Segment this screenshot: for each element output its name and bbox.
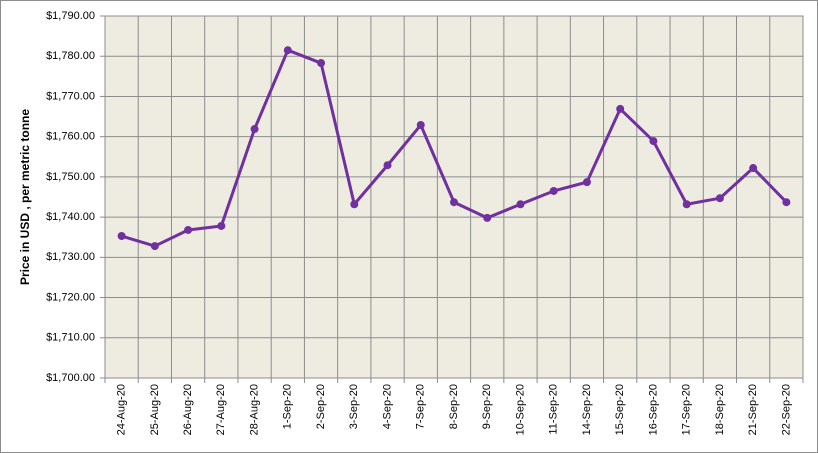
x-tick-label: 9-Sep-20 <box>481 384 493 429</box>
marker <box>117 232 126 241</box>
x-tick-label: 24-Aug-20 <box>116 384 128 435</box>
x-tick-label: 1-Sep-20 <box>282 384 294 429</box>
x-tick-label: 17-Sep-20 <box>681 384 693 435</box>
marker <box>616 104 625 113</box>
marker <box>782 198 791 207</box>
y-tick-label: $1,740.00 <box>46 211 95 223</box>
x-tick-label: 16-Sep-20 <box>647 384 659 435</box>
x-tick-label: 26-Aug-20 <box>182 384 194 435</box>
marker <box>383 161 392 170</box>
marker <box>682 200 691 209</box>
marker <box>184 225 193 234</box>
x-tick-label: 15-Sep-20 <box>614 384 626 435</box>
marker <box>250 125 259 134</box>
x-tick-label: 25-Aug-20 <box>149 384 161 435</box>
marker <box>416 121 425 130</box>
marker <box>450 198 458 207</box>
marker <box>715 194 724 203</box>
x-tick-label: 7-Sep-20 <box>415 384 427 429</box>
y-tick-label: $1,780.00 <box>46 50 95 62</box>
plot-area <box>104 15 804 379</box>
y-tick-label: $1,770.00 <box>46 90 95 102</box>
x-tick-label: 10-Sep-20 <box>514 384 526 435</box>
x-tick-label: 11-Sep-20 <box>548 384 560 435</box>
marker <box>649 137 658 146</box>
x-tick-label: 27-Aug-20 <box>215 384 227 435</box>
y-tick-label: $1,750.00 <box>46 171 95 183</box>
marker <box>217 221 226 230</box>
y-tick-label: $1,790.00 <box>46 10 95 22</box>
marker <box>350 200 359 209</box>
x-tick-label: 8-Sep-20 <box>448 384 460 429</box>
x-tick-label: 21-Sep-20 <box>747 384 759 435</box>
marker <box>516 200 525 209</box>
marker <box>483 213 492 222</box>
marker <box>317 59 326 68</box>
x-tick-label: 2-Sep-20 <box>315 384 327 429</box>
y-axis-label: Price in USD , per metric tonne <box>18 109 32 285</box>
x-tick-label: 14-Sep-20 <box>581 384 593 435</box>
x-tick-label: 28-Aug-20 <box>248 384 260 435</box>
x-tick-label: 4-Sep-20 <box>381 384 393 429</box>
y-tick-label: $1,700.00 <box>46 372 95 384</box>
x-tick-label: 22-Sep-20 <box>780 384 792 435</box>
marker <box>283 46 292 55</box>
marker <box>549 186 558 195</box>
y-tick-label: $1,710.00 <box>46 332 95 344</box>
x-tick-label: 18-Sep-20 <box>714 384 726 435</box>
marker <box>749 164 758 173</box>
x-tick-label: 3-Sep-20 <box>348 384 360 429</box>
marker <box>582 178 591 187</box>
y-tick-label: $1,730.00 <box>46 251 95 263</box>
marker <box>150 242 159 251</box>
y-tick-label: $1,760.00 <box>46 131 95 143</box>
y-tick-label: $1,720.00 <box>46 291 95 303</box>
